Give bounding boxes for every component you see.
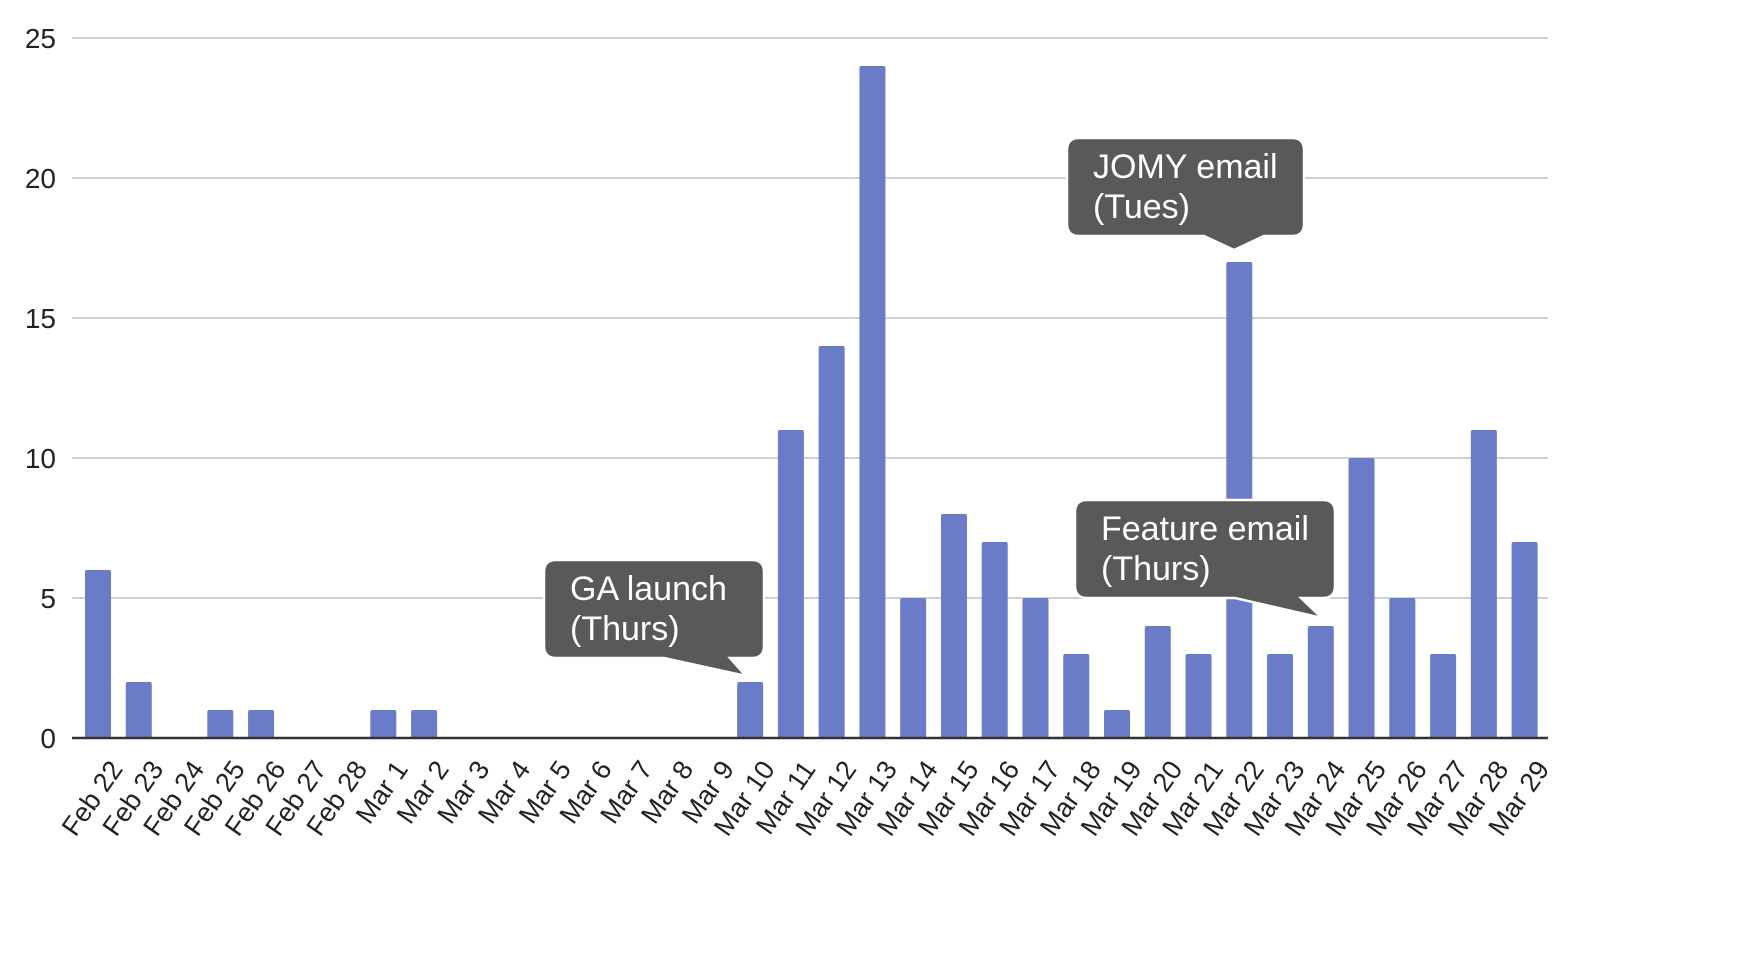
- bar: [1470, 430, 1497, 738]
- bar: [411, 710, 438, 738]
- annotations: GA launch(Thurs)JOMY email(Tues)Feature …: [542, 136, 1337, 679]
- bar: [248, 710, 275, 738]
- annotation-label: GA launch: [570, 570, 727, 608]
- annotation-label: (Thurs): [1101, 550, 1211, 588]
- bar: [1104, 710, 1130, 738]
- y-tick-label: 10: [25, 443, 56, 474]
- bar: [1389, 598, 1416, 738]
- y-tick-label: 5: [40, 583, 56, 614]
- y-tick-label: 20: [25, 163, 56, 194]
- bar: [900, 598, 927, 738]
- annotation-callout: GA launch(Thurs): [542, 558, 766, 679]
- bar: [1267, 654, 1294, 738]
- bar: [1430, 654, 1457, 738]
- annotation-label: Feature email: [1101, 510, 1309, 548]
- annotation-label: (Tues): [1093, 188, 1190, 226]
- annotation-label: JOMY email: [1093, 148, 1278, 186]
- bar: [981, 542, 1008, 738]
- bar: [1022, 598, 1049, 738]
- bar: [1307, 626, 1334, 738]
- bar: [859, 66, 886, 738]
- bars: [85, 66, 1538, 738]
- bar: [818, 346, 845, 738]
- annotation-callout: JOMY email(Tues): [1065, 136, 1306, 252]
- bar: [1063, 654, 1090, 738]
- y-tick-label: 15: [25, 303, 56, 334]
- annotation-box: [1065, 136, 1306, 252]
- y-tick-label: 25: [25, 23, 56, 54]
- annotation-box: [542, 558, 766, 679]
- bar: [125, 682, 152, 738]
- bar: [940, 514, 967, 738]
- bar: [777, 430, 804, 738]
- annotation-callout: Feature email(Thurs): [1073, 498, 1337, 621]
- bar: [1144, 626, 1171, 738]
- bar: [207, 710, 234, 738]
- bar: [1348, 458, 1375, 738]
- bar: [1511, 542, 1538, 738]
- annotation-label: (Thurs): [570, 610, 680, 648]
- annotation-box: [1073, 498, 1337, 621]
- y-tick-label: 0: [40, 723, 56, 754]
- bar: [1185, 654, 1212, 738]
- y-axis-ticks: 0 5 10 15 20 25: [25, 23, 56, 754]
- bar: [85, 570, 111, 738]
- bar: [370, 710, 397, 738]
- bar: [737, 682, 764, 738]
